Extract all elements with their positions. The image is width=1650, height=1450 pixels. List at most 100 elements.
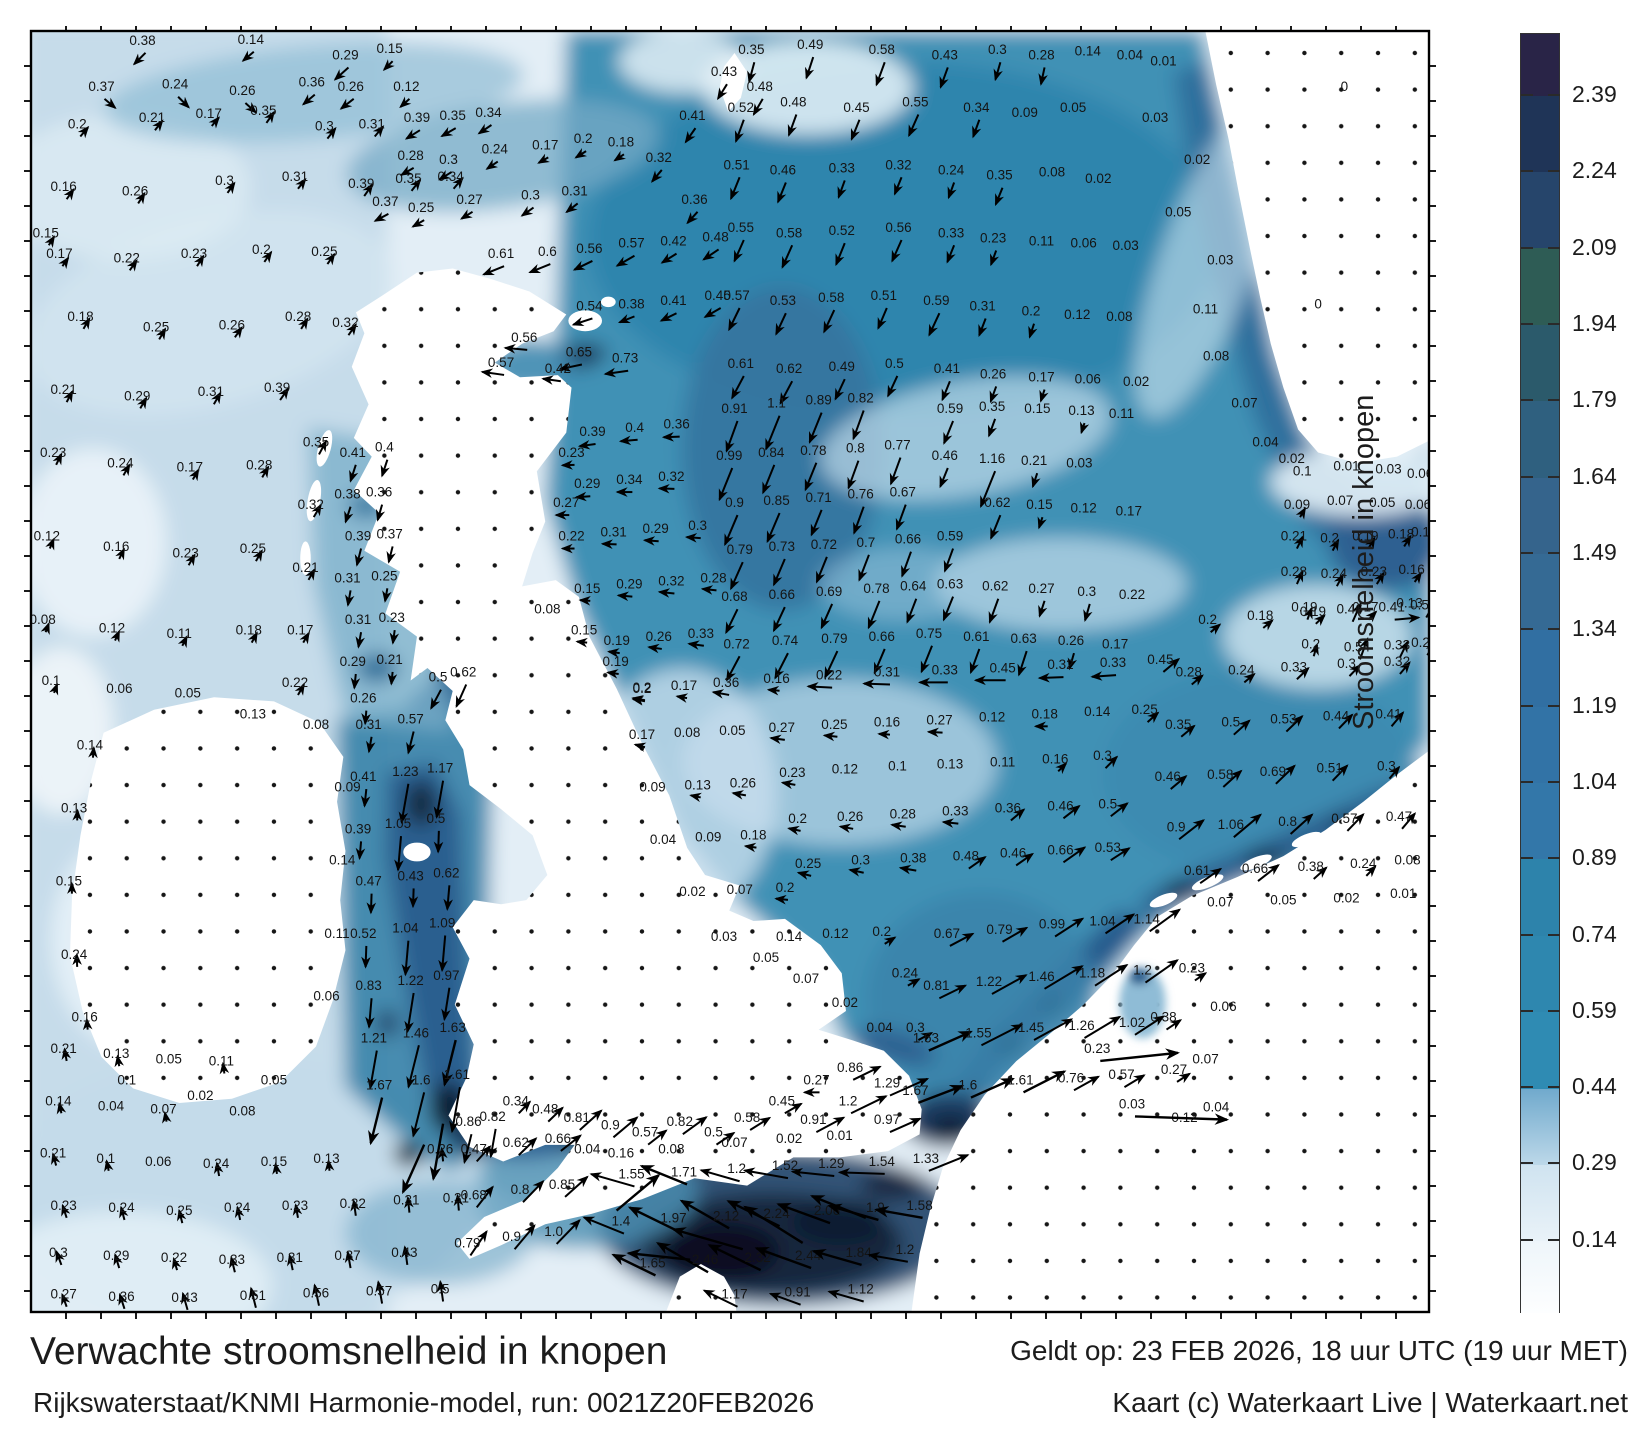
current-speed-label: 0.79 (454, 1235, 480, 1250)
current-speed-label: 1.02 (1119, 1015, 1145, 1030)
current-arrow (181, 1291, 191, 1311)
current-speed-label: 0.46 (932, 448, 958, 463)
current-arrow (906, 598, 918, 624)
current-arrow (1295, 506, 1306, 520)
current-speed-label: 0.9 (1167, 819, 1186, 834)
current-speed-label: 0.45 (705, 288, 731, 303)
current-arrow (349, 464, 359, 483)
current-speed-label: 0.3 (906, 1020, 925, 1035)
current-speed-label: 0.29 (340, 654, 366, 669)
current-arrow (810, 509, 823, 537)
current-speed-label: 0.57 (618, 236, 644, 251)
land-cotentin (665, 1264, 737, 1312)
current-arrow (219, 1061, 230, 1075)
current-speed-label: 0.05 (261, 1072, 287, 1087)
current-arrow (118, 1292, 128, 1310)
current-speed-label: 0.32 (885, 157, 911, 172)
current-speed-label: 0.19 (1300, 604, 1326, 619)
current-speed-label: 0.08 (29, 612, 55, 627)
current-speed-label: 0.51 (1317, 761, 1343, 776)
current-arrow (440, 126, 457, 138)
current-arrow (942, 596, 954, 622)
colorbar-tick-label: 0.74 (1572, 920, 1617, 947)
current-arrow (120, 463, 131, 477)
current-arrow (703, 307, 722, 318)
current-arrow (766, 512, 781, 544)
current-arrow (725, 608, 739, 635)
current-speed-label: 1.55 (618, 1166, 644, 1181)
current-speed-label: 0.07 (793, 971, 819, 986)
current-arrow (213, 1161, 224, 1177)
current-speed-label: 0.57 (366, 1284, 392, 1299)
current-speed-label: 0.2 (1320, 531, 1339, 546)
current-speed-label: 0.61 (728, 356, 754, 371)
current-speed-label: 0.84 (758, 445, 785, 460)
current-arrow (815, 1116, 846, 1133)
current-speed-label: 0.2 (252, 242, 271, 257)
current-speed-label: 0.36 (299, 75, 325, 90)
current-speed-label: 0.4 (375, 440, 394, 455)
current-speed-label: 0.48 (747, 79, 773, 94)
current-speed-label: 0.66 (1047, 842, 1073, 857)
current-speed-label: 0.03 (1375, 462, 1401, 477)
current-speed-label: 0.58 (1207, 767, 1233, 782)
current-arrow (312, 1283, 322, 1306)
current-arrow (459, 209, 474, 220)
current-speed-label: 0.85 (549, 1177, 575, 1192)
current-speed-label: 0.14 (776, 929, 803, 944)
current-speed-label: 0.39 (264, 380, 290, 395)
current-arrow (639, 1164, 688, 1186)
current-speed-label: 0.1 (96, 1151, 115, 1166)
island-wadden-4 (1291, 831, 1322, 848)
current-speed-label: 0.48 (953, 849, 979, 864)
current-speed-label: 0.22 (161, 1250, 187, 1265)
current-speed-label: 0.04 (574, 1141, 601, 1156)
current-arrow (119, 1205, 129, 1221)
current-arrow (1243, 672, 1256, 685)
current-speed-label: 0.28 (1281, 564, 1307, 579)
current-arrow (577, 440, 596, 450)
current-speed-label: 0.43 (711, 64, 737, 79)
colorbar-tick-mark (1521, 551, 1533, 554)
current-arrow (135, 191, 146, 205)
current-arrow (1388, 765, 1401, 780)
current-speed-label: 0.27 (769, 720, 795, 735)
current-arrow (248, 1286, 259, 1309)
current-arrow (938, 984, 968, 1000)
current-speed-label: 0.79 (986, 922, 1012, 937)
current-speed-label: 0.49 (797, 37, 823, 52)
current-speed-label: 0.4 (625, 420, 644, 435)
current-speed-label: 0.26 (350, 691, 376, 706)
current-arrow (350, 673, 361, 690)
current-arrow (671, 1227, 744, 1251)
current-speed-label: 1.71 (671, 1164, 697, 1179)
current-speed-label: 0.3 (851, 853, 870, 868)
current-arrow (1054, 917, 1085, 938)
current-speed-label: 1.97 (660, 1210, 686, 1225)
current-arrow (1094, 964, 1129, 987)
current-speed-label: 0.53 (770, 293, 796, 308)
current-arrow (375, 504, 386, 522)
colorbar-tick-mark (1548, 322, 1560, 325)
current-speed-label: 0.47 (355, 874, 381, 889)
current-speed-label: 0.02 (187, 1088, 213, 1103)
current-arrow (579, 1109, 603, 1131)
current-speed-label: 0.02 (776, 1131, 802, 1146)
current-speed-label: 0.38 (129, 33, 155, 48)
current-speed-label: 0.46 (1336, 602, 1362, 617)
current-speed-label: 0.32 (1047, 657, 1073, 672)
colorbar-tick-mark (1521, 780, 1533, 783)
current-speed-label: 0.8 (846, 441, 865, 456)
current-speed-label: 0.43 (391, 1245, 417, 1260)
current-arrow (679, 1199, 730, 1230)
current-arrow (822, 731, 838, 742)
current-speed-label: 1.46 (403, 1025, 429, 1040)
current-arrow (399, 96, 412, 109)
current-speed-label: 0.24 (1350, 856, 1377, 871)
current-speed-label: 0.28 (1028, 47, 1054, 62)
current-speed-label: 0.7 (857, 535, 876, 550)
current-speed-label: 0.04 (98, 1098, 125, 1113)
current-arrow (301, 93, 316, 106)
current-speed-label: 1.2 (839, 1093, 858, 1108)
current-speed-label: 0.27 (926, 713, 952, 728)
